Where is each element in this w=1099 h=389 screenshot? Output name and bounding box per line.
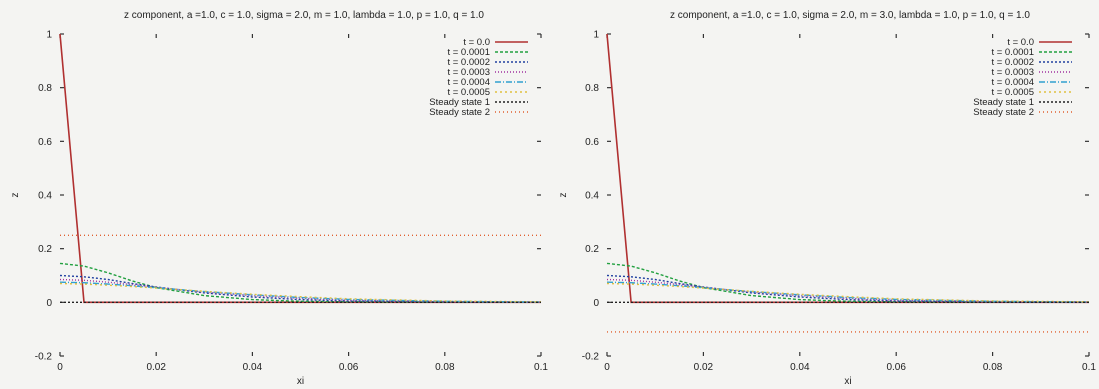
legend-label: t = 0.0005: [447, 87, 490, 98]
x-tick-label: 0.04: [790, 362, 810, 373]
x-tick-label: 0.08: [983, 362, 1003, 373]
x-tick-label: 0.1: [1082, 362, 1096, 373]
series-line: [59, 262, 541, 303]
x-tick-label: 0.04: [243, 362, 263, 373]
y-tick-label: 0: [593, 298, 599, 309]
legend-label: t = 0.0: [463, 37, 490, 48]
y-tick-label: 1: [46, 30, 52, 41]
x-tick-label: 0.08: [435, 362, 455, 373]
x-axis-label: xi: [297, 376, 304, 387]
chart-title: z component, a =1.0, c = 1.0, sigma = 2.…: [670, 10, 1030, 21]
y-tick-label: 0.2: [38, 244, 52, 255]
x-tick-label: 0.06: [339, 362, 359, 373]
legend-label: Steady state 1: [429, 97, 490, 108]
y-tick-label: 0.8: [585, 83, 599, 94]
y-tick-label: 0.8: [38, 83, 52, 94]
series-line: [606, 274, 1090, 303]
legend-label: t = 0.0: [1007, 37, 1034, 48]
series-line: [59, 282, 542, 303]
y-axis-label: z: [10, 193, 21, 198]
x-axis-label: xi: [844, 376, 851, 387]
legend-label: t = 0.0002: [447, 57, 490, 68]
legend-label: t = 0.0002: [991, 57, 1034, 68]
legend-label: t = 0.0003: [447, 67, 490, 78]
y-tick-label: -0.2: [35, 352, 53, 363]
legend-label: t = 0.0001: [447, 47, 490, 58]
legend-label: Steady state 1: [973, 97, 1034, 108]
x-tick-label: 0.1: [534, 362, 548, 373]
chart-title: z component, a =1.0, c = 1.0, sigma = 2.…: [124, 10, 484, 21]
x-tick-label: 0: [57, 362, 63, 373]
x-tick-label: 0.02: [694, 362, 714, 373]
y-tick-label: 0.4: [585, 191, 599, 202]
y-tick-label: 0.2: [585, 244, 599, 255]
x-tick-label: 0.02: [146, 362, 166, 373]
legend-label: Steady state 2: [429, 107, 490, 118]
y-tick-label: 0: [46, 298, 52, 309]
x-tick-label: 0: [604, 362, 610, 373]
legend-label: t = 0.0001: [991, 47, 1034, 58]
legend-label: t = 0.0004: [991, 77, 1034, 88]
legend-label: Steady state 2: [973, 107, 1034, 118]
legend-label: t = 0.0004: [447, 77, 490, 88]
y-tick-label: 1: [593, 30, 599, 41]
legend-label: t = 0.0003: [991, 67, 1034, 78]
series-line: [59, 274, 542, 303]
legend-label: t = 0.0005: [991, 87, 1034, 98]
y-tick-label: 0.4: [38, 191, 52, 202]
series-line: [606, 282, 1090, 303]
y-tick-label: 0.6: [585, 137, 599, 148]
y-tick-label: 0.6: [38, 137, 52, 148]
x-tick-label: 0.06: [886, 362, 906, 373]
y-tick-label: -0.2: [582, 352, 600, 363]
y-axis-label: z: [558, 193, 569, 198]
